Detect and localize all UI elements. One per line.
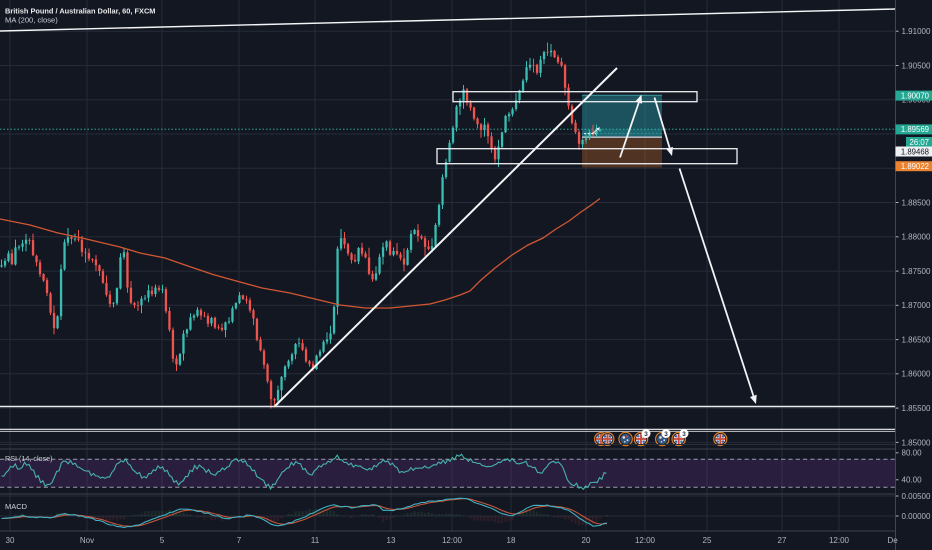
svg-text:1.85000: 1.85000: [902, 438, 931, 447]
svg-text:Nov: Nov: [80, 536, 94, 545]
svg-text:3: 3: [644, 431, 648, 438]
svg-text:5: 5: [160, 536, 165, 545]
svg-text:1.89022: 1.89022: [901, 162, 929, 171]
svg-text:RSI (14, close): RSI (14, close): [5, 454, 53, 463]
svg-text:1.91000: 1.91000: [902, 27, 931, 36]
svg-text:12:00: 12:00: [829, 536, 850, 545]
svg-text:1.86000: 1.86000: [902, 370, 931, 379]
svg-text:20: 20: [582, 536, 591, 545]
svg-text:30: 30: [6, 536, 15, 545]
svg-text:1.89569: 1.89569: [901, 125, 929, 134]
svg-text:0.00000: 0.00000: [902, 512, 931, 521]
svg-text:1.90500: 1.90500: [902, 61, 931, 70]
svg-text:25: 25: [703, 536, 712, 545]
svg-text:MACD: MACD: [5, 502, 28, 511]
svg-text:MA (200, close): MA (200, close): [5, 15, 58, 24]
svg-text:11: 11: [311, 536, 320, 545]
svg-text:0.00500: 0.00500: [902, 492, 931, 501]
svg-text:1.89468: 1.89468: [901, 147, 929, 156]
svg-text:1.87000: 1.87000: [902, 301, 931, 310]
svg-text:26:07: 26:07: [909, 138, 929, 147]
svg-text:18: 18: [507, 536, 516, 545]
svg-text:De: De: [888, 536, 899, 545]
svg-text:1.88000: 1.88000: [902, 233, 931, 242]
svg-text:12:00: 12:00: [442, 536, 463, 545]
svg-text:1.90070: 1.90070: [901, 91, 930, 100]
svg-text:80.00: 80.00: [902, 449, 923, 458]
svg-text:1.85500: 1.85500: [902, 404, 931, 413]
svg-text:3: 3: [664, 431, 668, 438]
svg-text:1.87500: 1.87500: [902, 267, 931, 276]
svg-text:12:00: 12:00: [635, 536, 656, 545]
svg-text:13: 13: [387, 536, 396, 545]
svg-text:40.00: 40.00: [902, 476, 923, 485]
svg-text:1.88500: 1.88500: [902, 198, 931, 207]
svg-text:British Pound / Australian Dol: British Pound / Australian Dollar, 60, F…: [5, 7, 155, 16]
svg-text:27: 27: [778, 536, 787, 545]
svg-text:1.86500: 1.86500: [902, 336, 931, 345]
svg-text:3: 3: [682, 431, 686, 438]
svg-text:7: 7: [237, 536, 242, 545]
